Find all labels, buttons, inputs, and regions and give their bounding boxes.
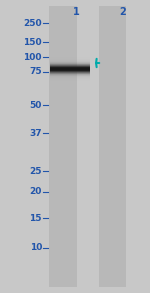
Text: 20: 20 — [30, 188, 42, 196]
Text: 2: 2 — [120, 7, 126, 17]
Text: 10: 10 — [30, 243, 42, 252]
Bar — [50, 76, 90, 77]
Text: 15: 15 — [30, 214, 42, 223]
Text: 50: 50 — [30, 101, 42, 110]
Text: 25: 25 — [30, 167, 42, 176]
Bar — [50, 79, 90, 80]
Bar — [50, 73, 90, 74]
Bar — [50, 74, 90, 75]
Bar — [50, 62, 90, 63]
Text: 250: 250 — [23, 19, 42, 28]
Bar — [50, 6, 76, 287]
Bar — [50, 80, 90, 81]
Bar — [50, 77, 90, 78]
Bar — [50, 78, 90, 79]
Bar — [50, 60, 90, 61]
Bar — [50, 72, 90, 73]
Bar — [50, 59, 90, 60]
Bar — [50, 69, 90, 70]
Text: 100: 100 — [24, 53, 42, 62]
Bar — [50, 66, 90, 67]
Bar — [50, 58, 90, 59]
Bar — [50, 75, 90, 76]
Bar — [50, 71, 90, 72]
Bar — [50, 64, 90, 65]
Text: 75: 75 — [29, 67, 42, 76]
Bar — [50, 65, 90, 66]
Bar — [50, 63, 90, 64]
Bar — [50, 67, 90, 68]
Bar — [50, 61, 90, 62]
Text: 37: 37 — [29, 129, 42, 138]
Text: 150: 150 — [23, 38, 42, 47]
Bar — [50, 70, 90, 71]
Bar — [99, 6, 126, 287]
Text: 1: 1 — [73, 7, 80, 17]
Bar — [50, 57, 90, 58]
Bar — [50, 68, 90, 69]
